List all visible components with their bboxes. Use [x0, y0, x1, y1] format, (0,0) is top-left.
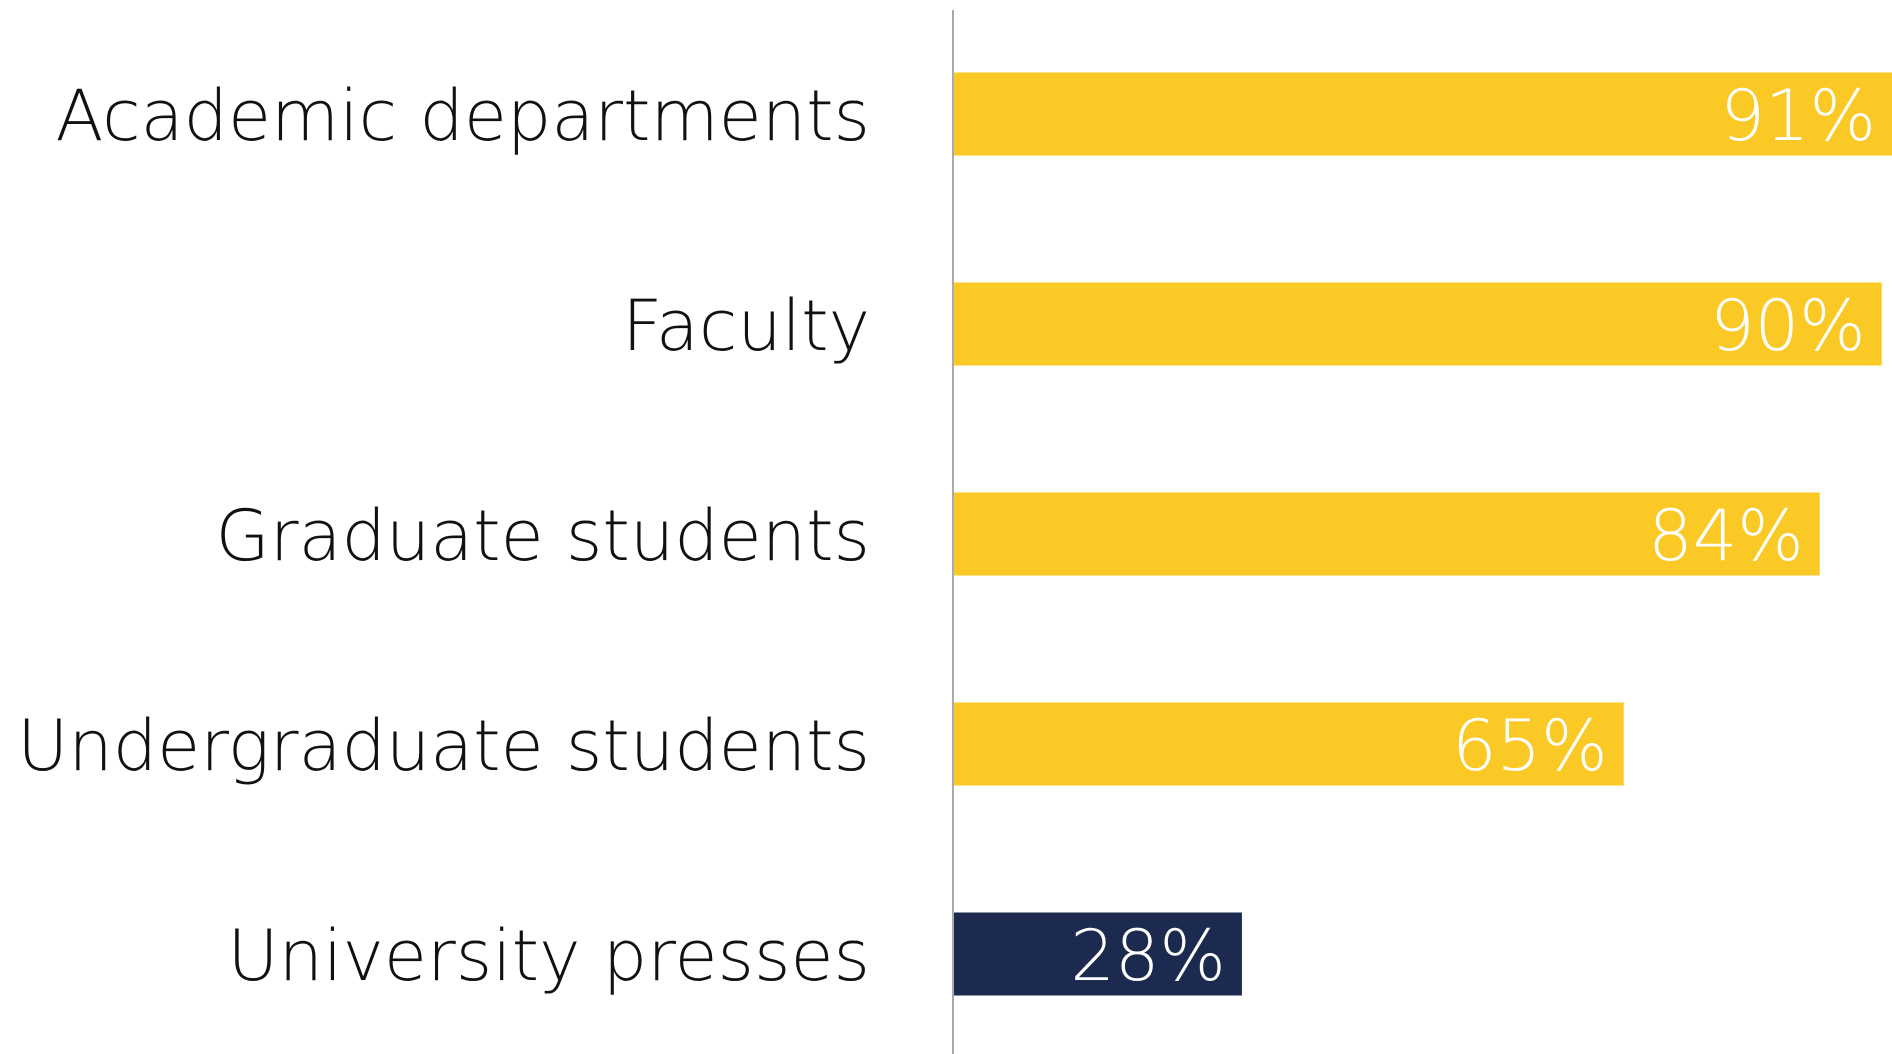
category-label: Undergraduate students	[17, 705, 870, 787]
value-label: 28%	[1070, 915, 1226, 997]
value-label: 91%	[1720, 75, 1876, 157]
bar	[953, 72, 1892, 156]
category-label: Graduate students	[216, 495, 870, 577]
value-label: 65%	[1452, 705, 1608, 787]
value-label: 90%	[1710, 285, 1866, 367]
value-label: 84%	[1648, 495, 1804, 577]
bar	[953, 702, 1624, 786]
category-label: Faculty	[622, 285, 870, 367]
bar	[953, 282, 1882, 366]
bar	[953, 492, 1820, 576]
category-label: University presses	[227, 915, 870, 997]
category-label: Academic departments	[55, 75, 870, 157]
bar	[953, 912, 1242, 996]
